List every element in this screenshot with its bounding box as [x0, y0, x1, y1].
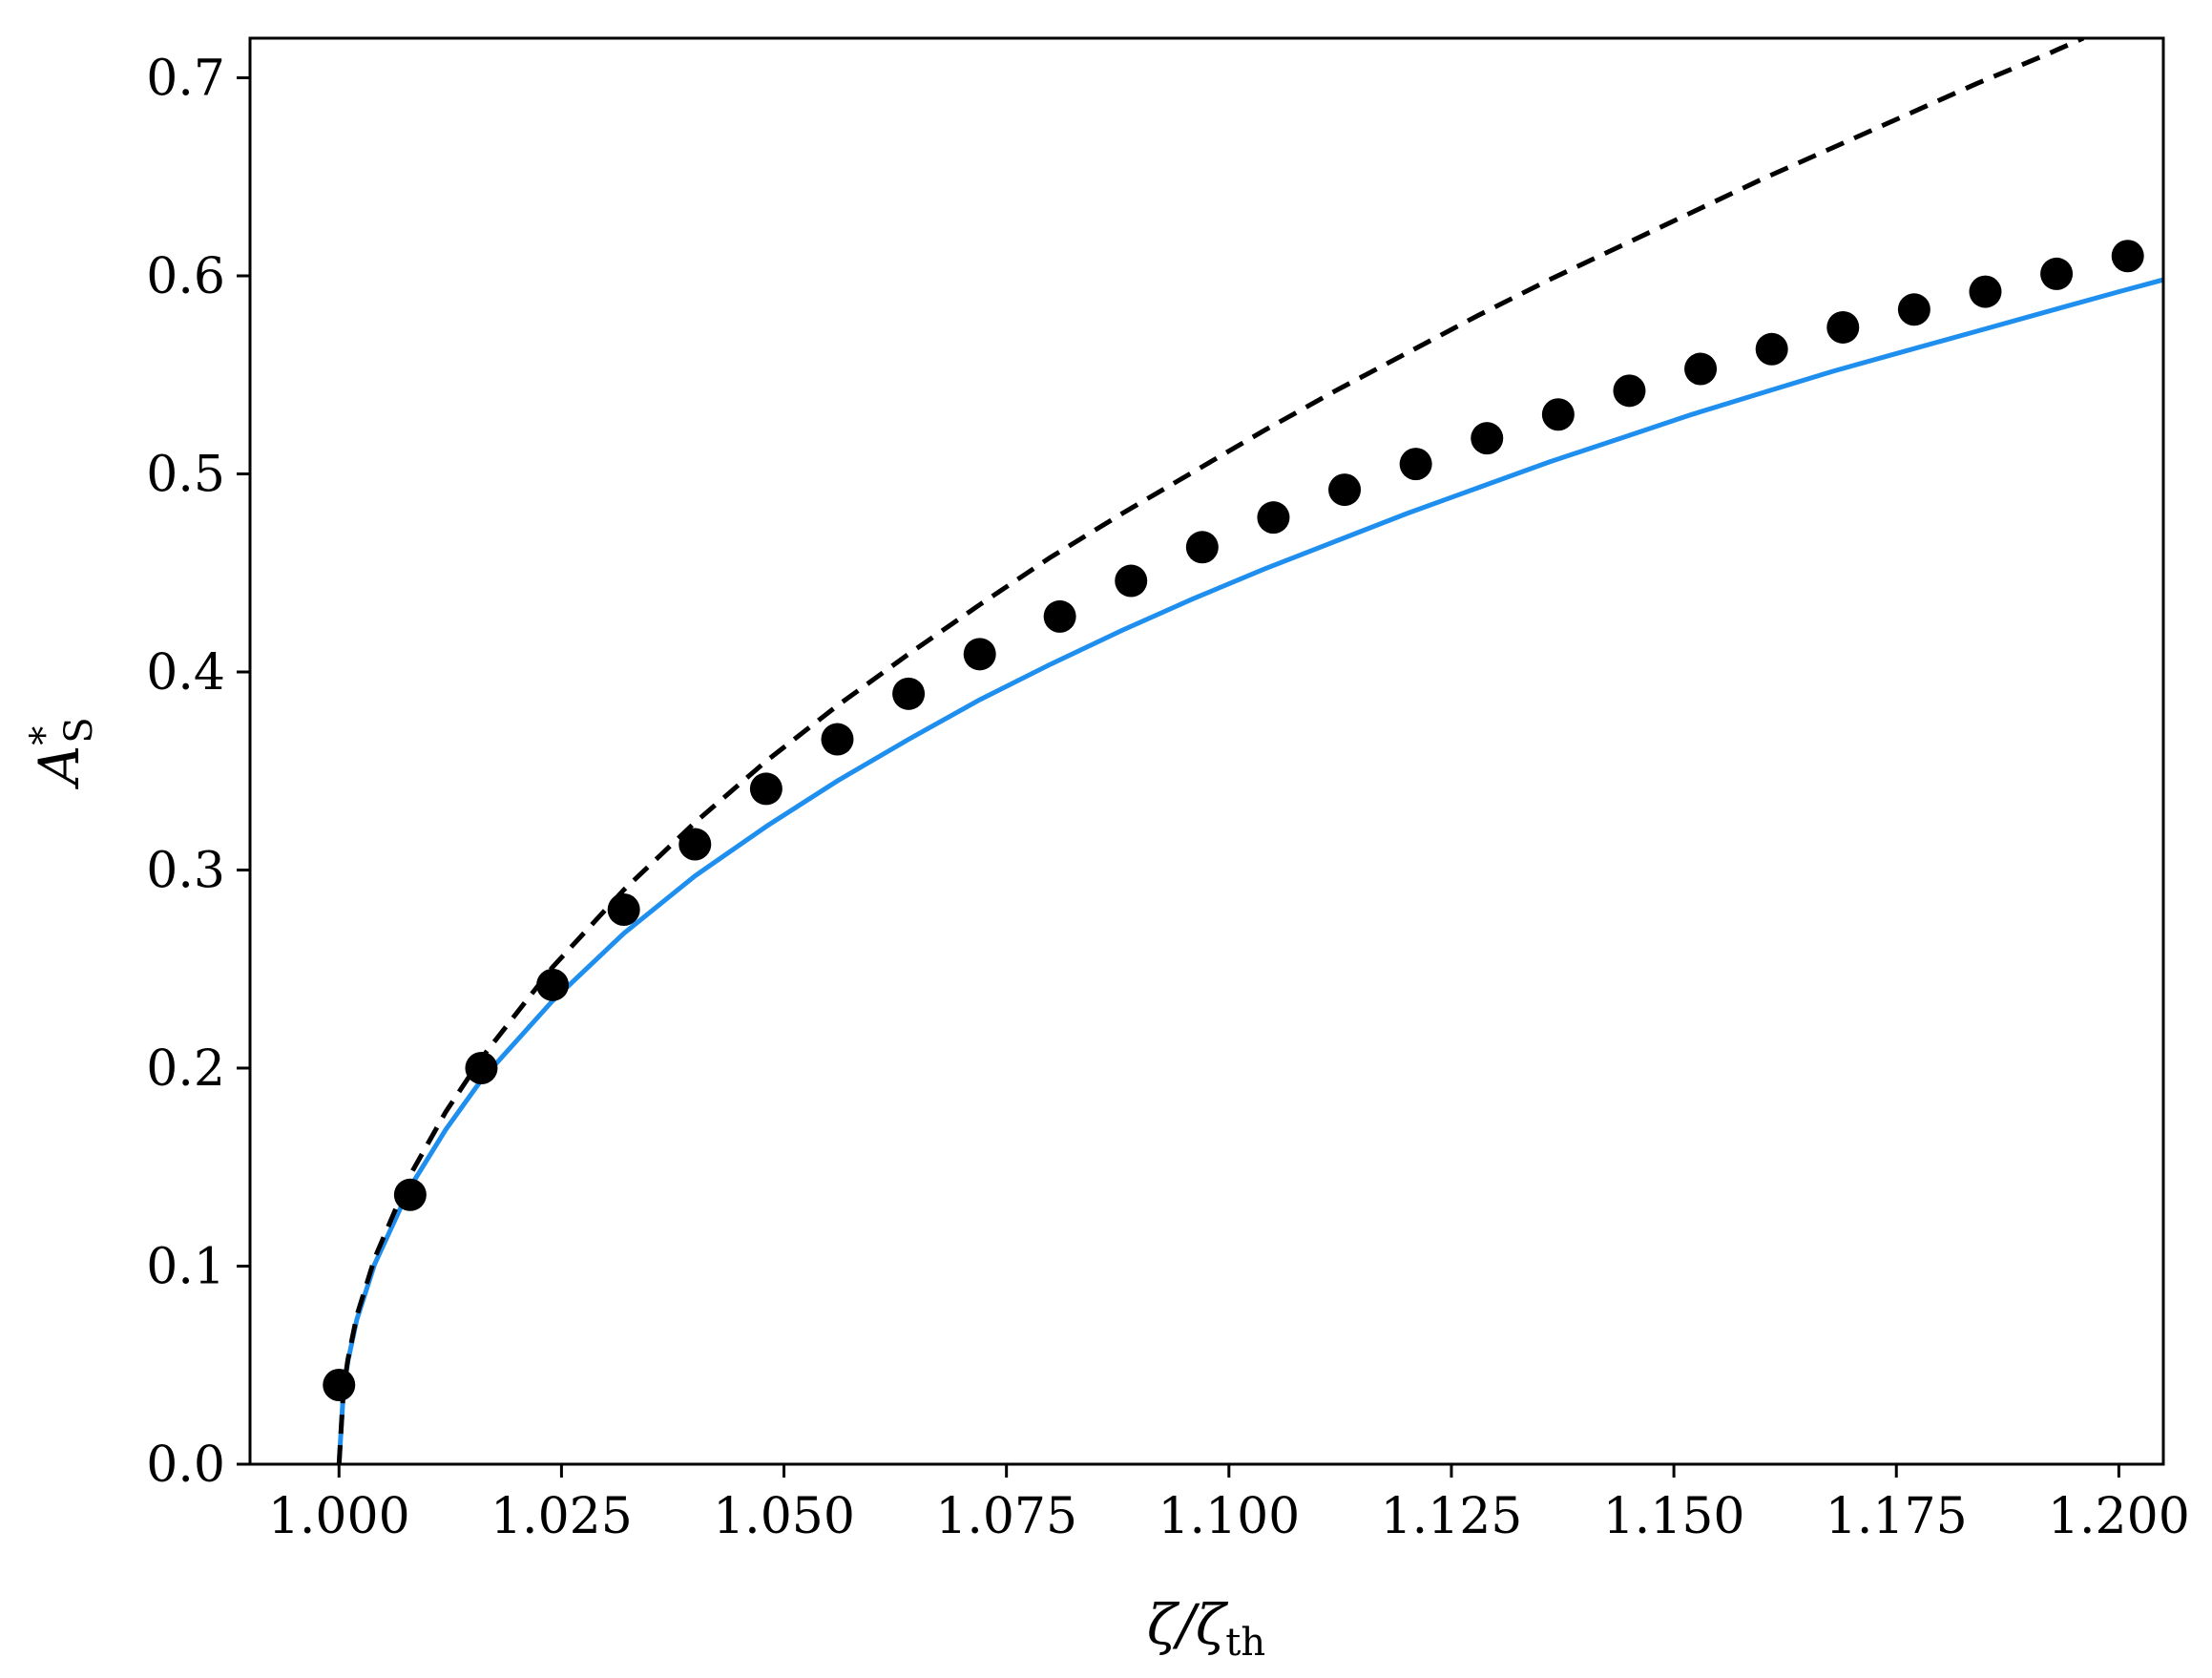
data-point [465, 1052, 498, 1084]
data-point [1043, 599, 1076, 633]
x-tick-label: 1.050 [713, 1488, 855, 1545]
x-tick-label: 1.125 [1381, 1488, 1523, 1545]
x-axis-label-main: ζ/ζ [1147, 1592, 1229, 1657]
data-point [536, 968, 570, 1001]
y-tick-label: 0.1 [146, 1239, 225, 1296]
data-point [607, 893, 640, 926]
data-point [1399, 448, 1432, 481]
data-point [393, 1178, 427, 1211]
data-point [1541, 398, 1575, 431]
data-point [1328, 473, 1362, 507]
y-tick-label: 0.6 [146, 248, 225, 305]
series-layer [323, 38, 2163, 1464]
data-point [963, 638, 996, 671]
x-tick-label: 1.175 [1826, 1488, 1968, 1545]
data-point [1115, 564, 1148, 598]
y-tick-label: 0.0 [146, 1437, 225, 1494]
data-point [1897, 293, 1930, 326]
x-tick-label: 1.075 [935, 1488, 1077, 1545]
plot-frame [248, 36, 2165, 1466]
y-tick-label: 0.3 [146, 843, 225, 900]
data-point [1755, 332, 1788, 366]
data-point [821, 723, 854, 756]
y-tick-label: 0.7 [146, 51, 225, 108]
data-point [1257, 501, 1290, 535]
data-point [2040, 257, 2074, 290]
y-axis-label-sub: S [57, 717, 101, 743]
y-axis-label: A*S [23, 717, 101, 789]
data-point [323, 1369, 356, 1401]
dashed-curve [336, 38, 2085, 1464]
solid-curve [336, 277, 2163, 1464]
x-tick-label: 1.150 [1603, 1488, 1745, 1545]
y-axis-label-main: A [27, 745, 92, 790]
y-tick-label: 0.5 [146, 447, 225, 504]
data-point [749, 772, 783, 806]
data-point [1684, 352, 1718, 386]
data-point [1613, 374, 1646, 408]
x-axis-label-sub: th [1225, 1621, 1265, 1665]
y-tick-label: 0.4 [146, 644, 225, 702]
ticks-layer: 1.000 1.025 1.050 1.075 1.100 1.125 1.150 1.175… [146, 51, 2190, 1546]
x-tick-label: 1.100 [1158, 1488, 1300, 1545]
data-point [678, 828, 712, 861]
data-point [2111, 240, 2144, 273]
data-point [1185, 531, 1219, 564]
data-point [1969, 275, 2002, 308]
x-axis-label: ζ/ζth [1147, 1592, 1265, 1665]
data-point [1826, 310, 1860, 344]
y-tick-label: 0.2 [146, 1040, 225, 1098]
data-point [1471, 422, 1504, 455]
x-tick-label: 1.200 [2048, 1488, 2190, 1545]
x-tick-label: 1.000 [268, 1488, 410, 1545]
y-axis-label-sup: * [23, 726, 67, 745]
data-point [892, 677, 926, 710]
x-tick-label: 1.025 [490, 1488, 633, 1545]
